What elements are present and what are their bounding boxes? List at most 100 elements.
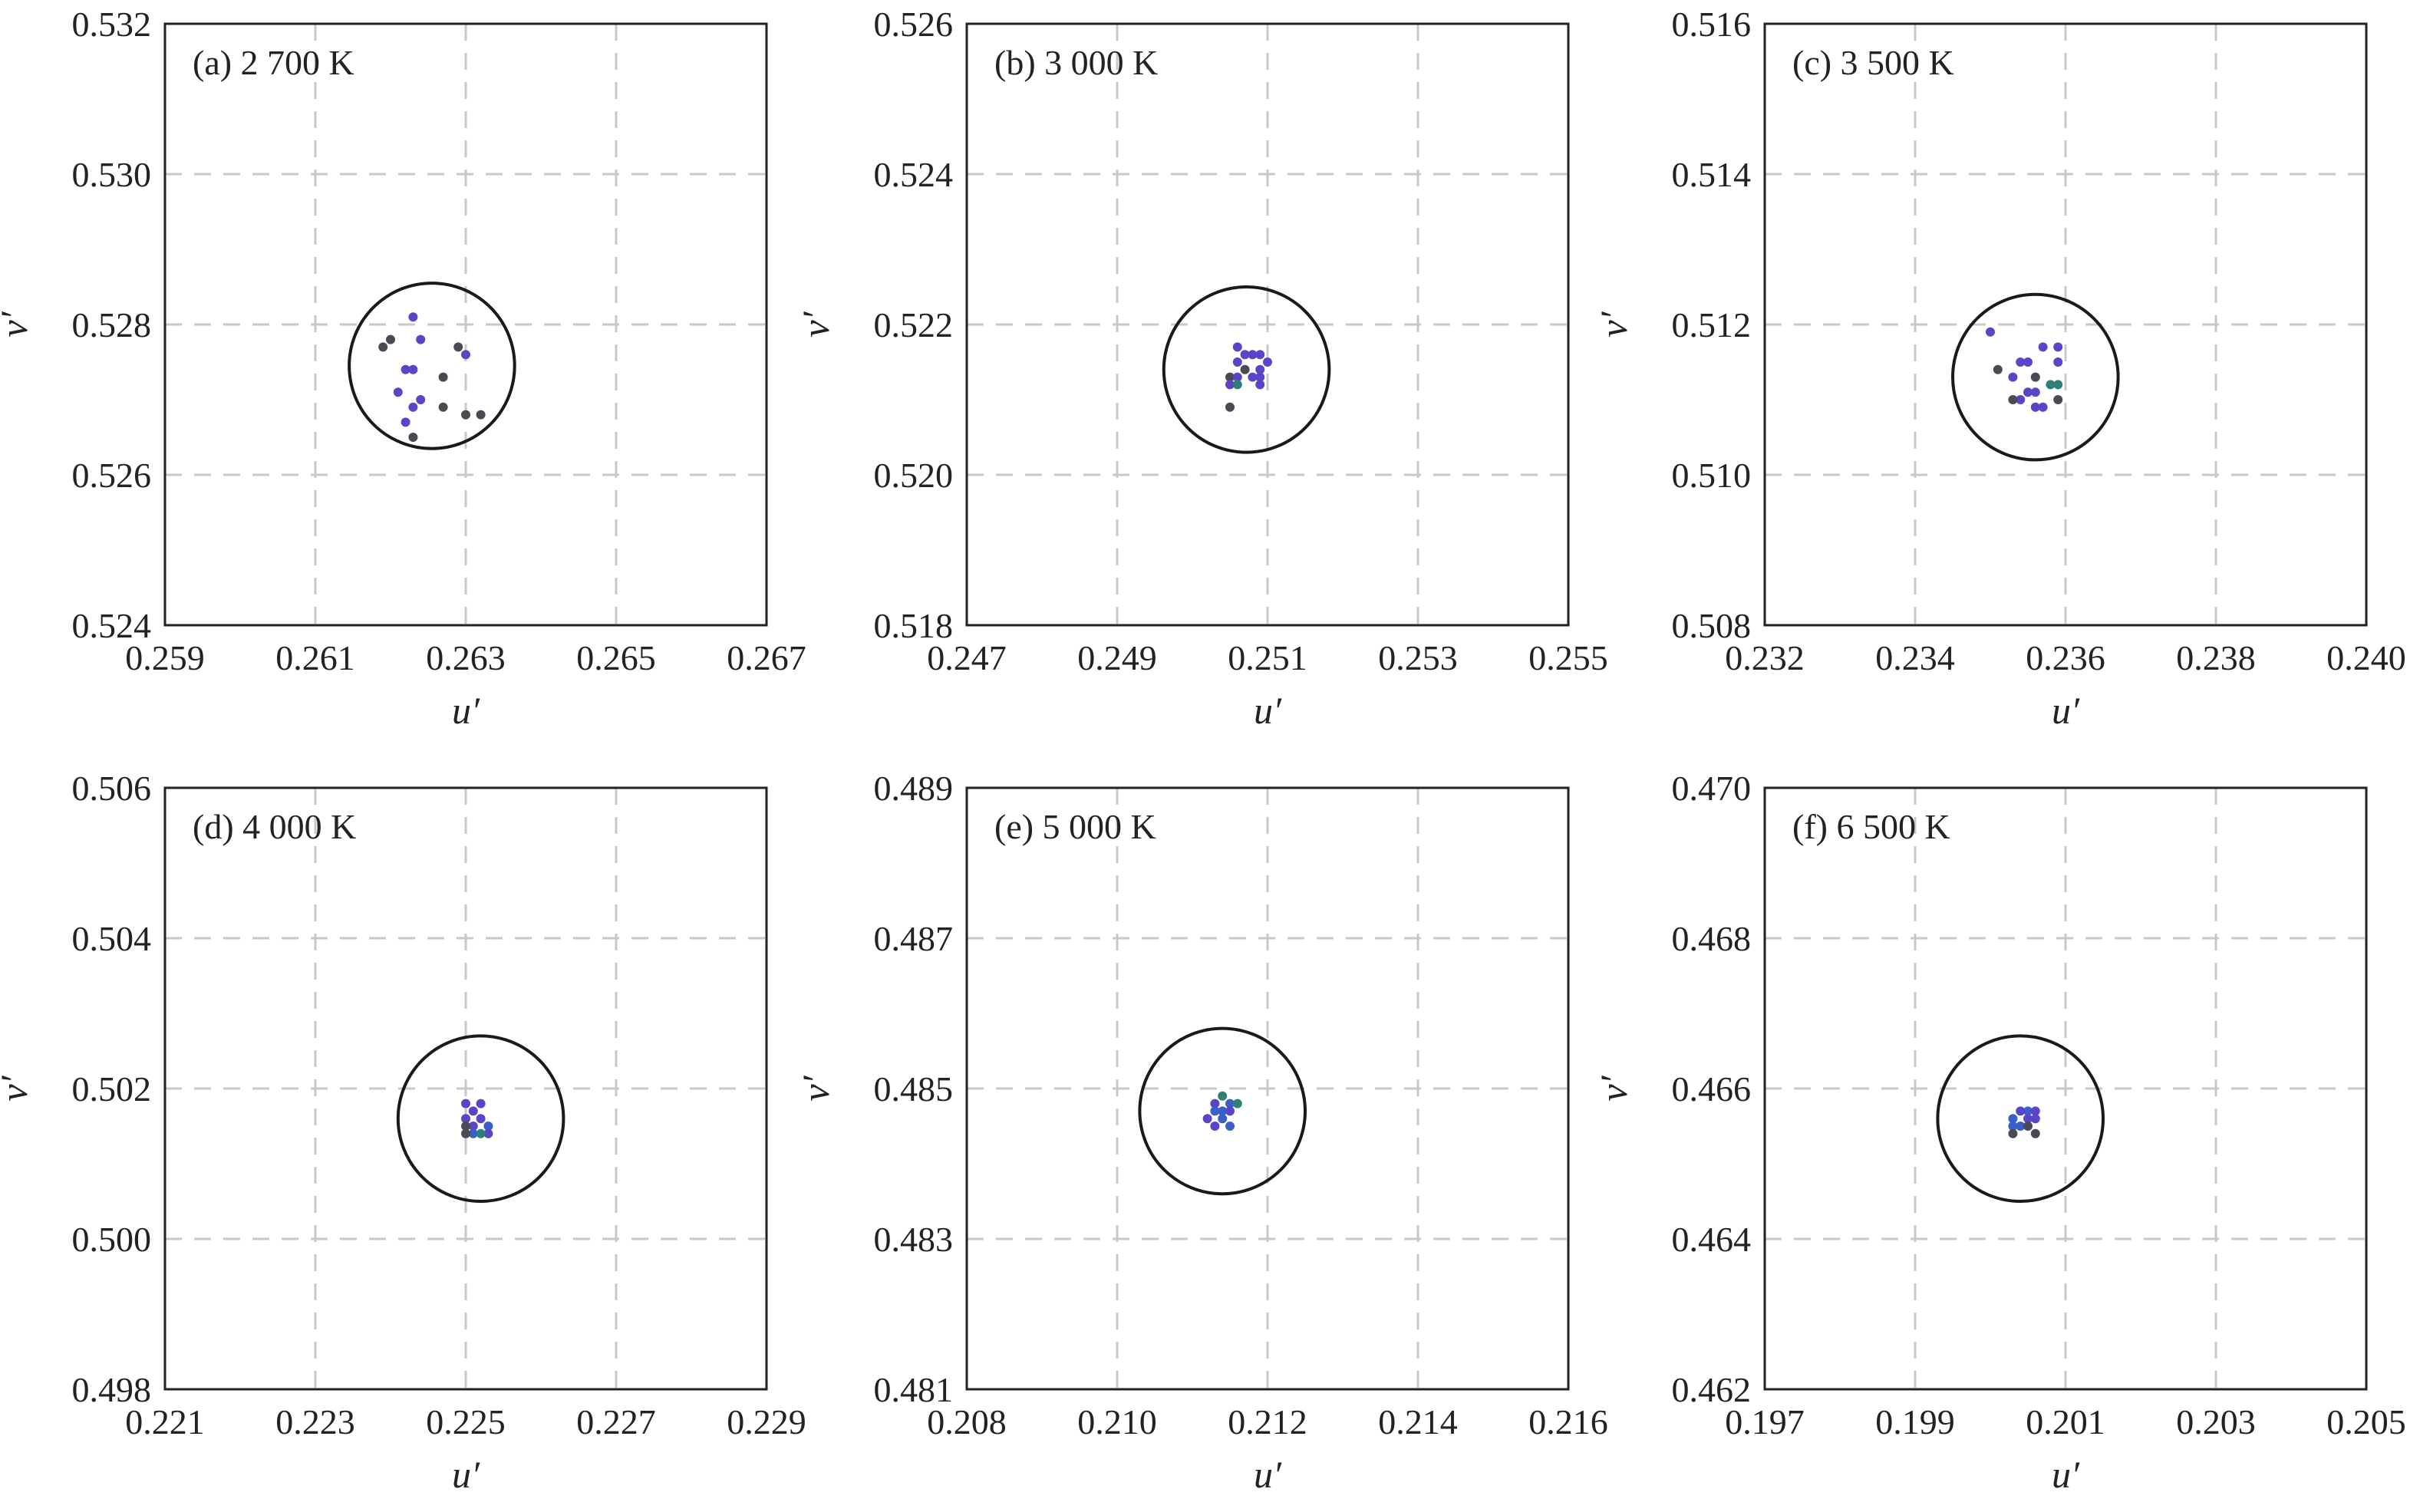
- data-point: [438, 402, 448, 412]
- y-tick-label: 0.522: [874, 305, 954, 344]
- x-tick-label: 0.199: [1875, 1402, 1955, 1441]
- y-tick-label: 0.516: [1672, 5, 1752, 44]
- y-tick-label: 0.508: [1672, 606, 1752, 645]
- data-point: [1210, 1106, 1220, 1116]
- chart-panel-6: 0.197 0.199 0.201 0.203 0.205 0.462 0.464 0.466…: [1592, 769, 2406, 1496]
- x-tick-label: 0.208: [927, 1402, 1007, 1441]
- data-point: [2016, 1122, 2026, 1131]
- data-point: [1210, 1122, 1220, 1131]
- y-tick-label: 0.464: [1672, 1220, 1752, 1259]
- data-point: [1255, 350, 1265, 360]
- data-point: [468, 1106, 478, 1116]
- x-tick-label: 0.225: [426, 1402, 506, 1441]
- data-point: [1225, 1099, 1235, 1108]
- data-point: [1210, 1099, 1220, 1108]
- chart-panel-2: 0.247 0.249 0.251 0.253 0.255 0.518 0.520 0.522…: [794, 5, 1608, 732]
- data-point: [453, 342, 463, 352]
- plot-frame: [163, 22, 768, 627]
- data-point: [1255, 372, 1265, 382]
- data-point: [2053, 342, 2063, 352]
- y-axis-title: v′: [1592, 311, 1635, 337]
- data-point: [2016, 395, 2026, 404]
- data-point: [1232, 357, 1242, 367]
- data-point: [1225, 380, 1235, 390]
- data-point: [1248, 372, 1258, 382]
- data-point: [468, 1128, 478, 1138]
- y-axis-title: v′: [0, 311, 35, 337]
- x-tick-label: 0.261: [275, 638, 355, 677]
- chart-panel-1: 0.259 0.261 0.263 0.265 0.267 0.524 0.526 0.528…: [0, 5, 806, 732]
- y-axis-title: v′: [794, 311, 837, 337]
- data-point: [2030, 387, 2040, 397]
- y-tick-label: 0.532: [72, 5, 152, 44]
- x-axis-title: u′: [1254, 689, 1282, 732]
- panel-label: (c) 3 500 K: [1792, 43, 1954, 82]
- x-tick-label: 0.216: [1528, 1402, 1608, 1441]
- y-tick-label: 0.528: [72, 305, 152, 344]
- y-tick-label: 0.514: [1672, 155, 1752, 194]
- data-point: [461, 1128, 470, 1138]
- chart-panel-3: 0.232 0.234 0.236 0.238 0.240 0.508 0.510 0.512…: [1592, 5, 2406, 732]
- data-point: [461, 1122, 470, 1131]
- y-tick-label: 0.502: [72, 1069, 152, 1108]
- data-point: [468, 1122, 478, 1131]
- data-point: [2030, 372, 2040, 382]
- data-point: [2023, 387, 2033, 397]
- data-point: [408, 433, 418, 442]
- data-point: [476, 1114, 486, 1124]
- panel-label: (d) 4 000 K: [193, 807, 356, 846]
- data-point: [2053, 395, 2063, 404]
- data-point: [416, 395, 426, 404]
- data-point: [2008, 1128, 2018, 1138]
- y-tick-label: 0.512: [1672, 305, 1752, 344]
- data-point: [438, 372, 448, 382]
- data-point: [1232, 342, 1242, 352]
- y-tick-label: 0.466: [1672, 1069, 1752, 1108]
- x-axis-title: u′: [2052, 1453, 2080, 1496]
- tolerance-circle: [1162, 285, 1331, 454]
- data-point: [1225, 372, 1235, 382]
- data-point: [2016, 1106, 2026, 1116]
- data-point: [1240, 350, 1250, 360]
- y-tick-label: 0.468: [1672, 919, 1752, 958]
- data-point: [386, 334, 395, 344]
- tolerance-circle: [1138, 1026, 1307, 1196]
- y-tick-label: 0.483: [874, 1220, 954, 1259]
- data-point: [476, 1099, 486, 1108]
- data-point: [2053, 357, 2063, 367]
- data-point: [2046, 380, 2056, 390]
- data-point: [1218, 1114, 1228, 1124]
- y-tick-label: 0.526: [874, 5, 954, 44]
- chart-panel-5: 0.208 0.210 0.212 0.214 0.216 0.481 0.483 0.485…: [794, 769, 1608, 1496]
- x-tick-label: 0.221: [125, 1402, 205, 1441]
- x-tick-label: 0.203: [2176, 1402, 2256, 1441]
- plot-frame: [965, 786, 1570, 1391]
- tolerance-circle: [1951, 292, 2120, 462]
- data-point: [2038, 342, 2048, 352]
- y-tick-label: 0.506: [72, 769, 152, 808]
- panel-label: (b) 3 000 K: [994, 43, 1158, 82]
- x-tick-label: 0.201: [2026, 1402, 2105, 1441]
- data-point: [1232, 1099, 1242, 1108]
- data-point: [2023, 1106, 2033, 1116]
- data-point: [2008, 1114, 2018, 1124]
- x-tick-label: 0.247: [927, 638, 1007, 677]
- data-point: [2030, 402, 2040, 412]
- x-tick-label: 0.253: [1378, 638, 1458, 677]
- y-tick-label: 0.470: [1672, 769, 1752, 808]
- data-point: [2008, 1122, 2018, 1131]
- data-point: [2030, 1128, 2040, 1138]
- x-tick-label: 0.232: [1725, 638, 1805, 677]
- x-tick-label: 0.249: [1077, 638, 1157, 677]
- data-point: [1218, 1091, 1228, 1101]
- y-tick-label: 0.530: [72, 155, 152, 194]
- y-tick-label: 0.500: [72, 1220, 152, 1259]
- y-tick-label: 0.518: [874, 606, 954, 645]
- y-axis-title: v′: [794, 1075, 837, 1101]
- data-point: [2030, 1114, 2040, 1124]
- x-axis-title: u′: [452, 689, 480, 732]
- data-point: [2023, 1122, 2033, 1131]
- panel-label: (f) 6 500 K: [1792, 807, 1950, 846]
- plot-frame: [1763, 786, 2368, 1391]
- x-tick-label: 0.214: [1378, 1402, 1458, 1441]
